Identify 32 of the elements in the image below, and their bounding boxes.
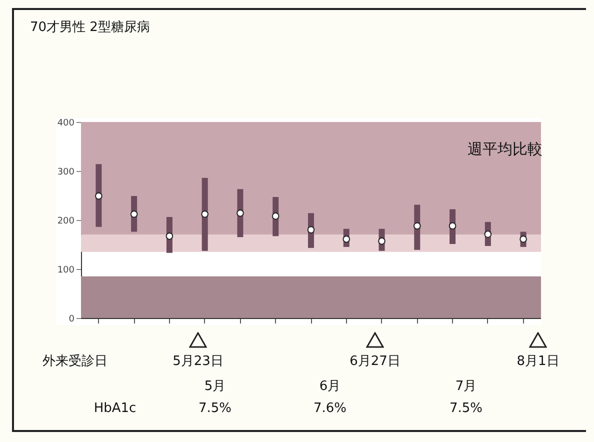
point: [166, 232, 174, 240]
text: 6月: [319, 378, 341, 395]
point: [272, 212, 280, 220]
text: 7.5%: [198, 401, 232, 416]
annotation: 週平均比較: [468, 140, 542, 159]
point: [484, 230, 492, 238]
y-tick-label: 400: [57, 118, 75, 128]
y-tick-label: 0: [68, 314, 75, 324]
text: 外来受診日: [42, 353, 108, 370]
y-tick-label: 200: [57, 216, 75, 226]
text: 6月27日: [350, 353, 400, 370]
text: 5月23日: [172, 353, 224, 370]
text: 5月: [204, 378, 226, 395]
point: [413, 222, 421, 230]
point: [236, 209, 244, 217]
point: [520, 235, 527, 243]
text: 7.6%: [313, 401, 347, 416]
text: 7月: [455, 378, 477, 395]
point: [378, 237, 386, 245]
chart-title: 70才男性 2型糖尿病: [30, 19, 150, 36]
point: [448, 222, 456, 230]
text: 8月1日: [516, 353, 560, 370]
y-tick-label: 100: [57, 266, 75, 276]
text: 7.5%: [449, 401, 483, 416]
text: HbA1c: [94, 401, 136, 416]
point: [201, 210, 209, 218]
point: [307, 226, 315, 234]
point: [130, 210, 138, 218]
point: [342, 235, 350, 243]
y-tick-label: 300: [57, 168, 75, 178]
bar: [202, 178, 208, 251]
point: [95, 192, 102, 200]
